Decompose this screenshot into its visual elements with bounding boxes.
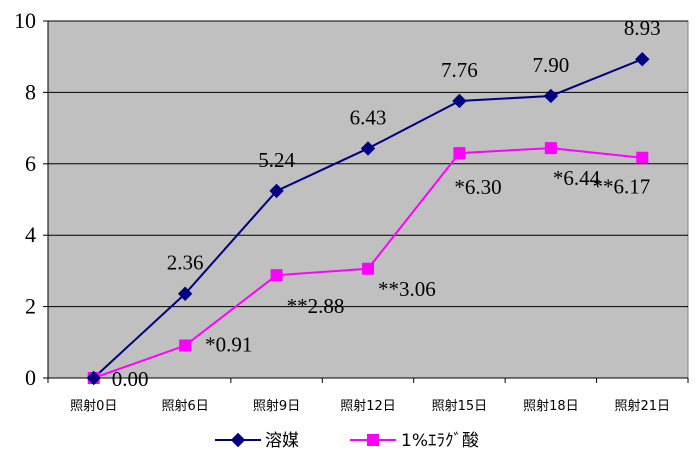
legend: 溶媒 1%ｴﾗｸﾞ酸 <box>215 431 479 451</box>
data-label-series-2: *6.30 <box>454 175 501 199</box>
x-tick-label: 照射0日 <box>70 398 117 414</box>
gridlines <box>43 20 689 383</box>
data-labels-group: 2.36 5.24 6.43 7.76 7.90 8.93 0.00 *0.91 **2.88 *… <box>112 16 661 391</box>
series-2-point <box>636 151 649 164</box>
series-2-point <box>179 339 192 352</box>
series-2-point <box>270 269 283 282</box>
x-tick-label: 照射21日 <box>615 398 671 414</box>
data-label-series-2: **3.06 <box>378 277 436 301</box>
series-1-point <box>452 93 467 109</box>
series-1-point <box>269 183 284 199</box>
series-2-point <box>453 147 466 160</box>
data-label-series-1: 8.93 <box>624 16 661 40</box>
data-label-series-1: 2.36 <box>167 251 204 275</box>
y-tick-label: 0 <box>25 365 36 390</box>
series-2-point <box>362 262 374 275</box>
legend-label: 1%ｴﾗｸﾞ酸 <box>401 431 479 451</box>
data-label-series-1: 6.43 <box>350 105 387 129</box>
plot-area <box>47 20 689 379</box>
x-tick-label: 照射9日 <box>253 398 300 414</box>
legend-marker <box>367 434 379 446</box>
y-tick-label: 8 <box>25 79 36 104</box>
series-group <box>86 51 650 386</box>
data-label-series-1: 5.24 <box>258 148 295 172</box>
series-1-point <box>635 51 650 67</box>
series-1-point <box>543 88 559 104</box>
y-tick-label: 10 <box>14 8 36 33</box>
data-label-series-2: *0.91 <box>205 333 252 357</box>
series-2-point <box>544 142 557 155</box>
data-label-series-1: 7.76 <box>441 58 478 82</box>
data-label-series-2: **2.88 <box>287 294 345 318</box>
data-label-series-2: *6.44 <box>553 166 601 190</box>
series-1-point <box>360 141 376 156</box>
x-tick-label: 照射12日 <box>340 398 396 414</box>
legend-item-1: 溶媒 <box>215 431 299 451</box>
y-tick-label: 6 <box>25 151 36 176</box>
x-tick-label: 照射6日 <box>162 398 209 414</box>
series-1-point <box>86 370 101 386</box>
y-axis-tick-labels: 0 2 4 6 8 10 <box>14 8 36 390</box>
legend-label: 溶媒 <box>265 431 299 451</box>
series-1-point <box>177 286 193 301</box>
y-tick-label: 2 <box>25 294 36 319</box>
x-axis-tick-labels: 照射0日 照射6日 照射9日 照射12日 照射15日 照射18日 照射21日 <box>70 398 670 414</box>
data-label-series-2: **6.17 <box>593 175 651 199</box>
data-label-series-1: 7.90 <box>532 53 569 77</box>
x-tick-label: 照射15日 <box>432 398 488 414</box>
legend-item-2: 1%ｴﾗｸﾞ酸 <box>350 431 479 451</box>
data-label-series-2: 0.00 <box>112 367 149 391</box>
y-tick-label: 4 <box>25 222 36 247</box>
legend-marker <box>230 432 246 448</box>
x-tick-label: 照射18日 <box>523 398 579 414</box>
